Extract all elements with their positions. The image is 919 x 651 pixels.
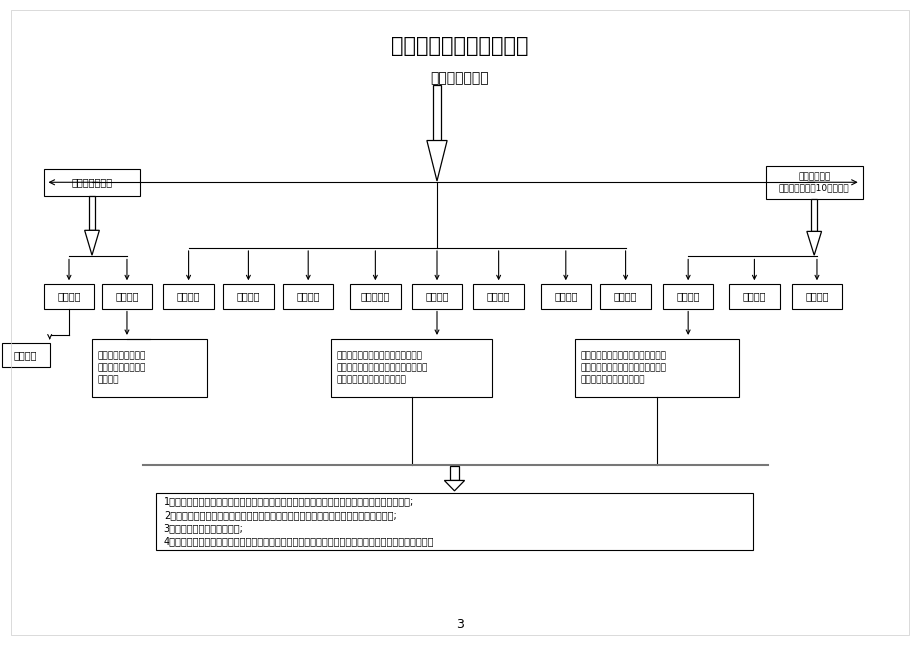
Bar [811, 199, 816, 231]
Text: 外籍员工、企业行政负责人（包括行
政副职）、人力资源部负责人、合伙人
及其近亲属不得担任工会主席: 外籍员工、企业行政负责人（包括行 政副职）、人力资源部负责人、合伙人 及其近亲属… [336, 352, 427, 384]
Bar [791, 284, 842, 309]
Bar [223, 284, 274, 309]
Bar [349, 284, 400, 309]
Bar [44, 284, 95, 309]
Text: 经费审查委员会: 经费审查委员会 [72, 177, 112, 187]
Bar [283, 284, 333, 309]
Bar [89, 196, 95, 230]
Text: 文体委员: 文体委员 [613, 291, 637, 301]
Text: 财务委员: 财务委员 [176, 291, 200, 301]
Bar [331, 339, 492, 397]
Text: 女工委员: 女工委员 [804, 291, 828, 301]
Text: 工会副主席: 工会副主席 [360, 291, 390, 301]
Text: 经审委员: 经审委员 [14, 350, 38, 360]
Text: 女职工委员会
（女职工人数满10人以上）: 女职工委员会 （女职工人数满10人以上） [778, 172, 848, 193]
Bar [662, 284, 713, 309]
Text: 工会主席、财务委员
不能兼任经审主任及
经审委员: 工会主席、财务委员 不能兼任经审主任及 经审委员 [97, 352, 146, 384]
Text: 基层工会组织机构设置图: 基层工会组织机构设置图 [391, 36, 528, 55]
Bar [473, 284, 524, 309]
Text: 女工委员: 女工委员 [742, 291, 766, 301]
Bar [156, 493, 752, 550]
Bar [164, 284, 213, 309]
Polygon shape [444, 480, 464, 491]
Bar [92, 339, 207, 397]
Bar [574, 339, 738, 397]
Text: 组织委员: 组织委员 [486, 291, 510, 301]
Text: 经审委员: 经审委员 [57, 291, 81, 301]
Bar [2, 343, 50, 367]
Polygon shape [806, 231, 821, 255]
Bar [102, 284, 153, 309]
Text: 宣传委员: 宣传委员 [553, 291, 577, 301]
Text: 女工主任: 女工主任 [675, 291, 699, 301]
Polygon shape [426, 141, 447, 181]
Bar [44, 169, 140, 196]
Bar [766, 166, 862, 199]
Bar [729, 284, 779, 309]
Polygon shape [85, 230, 99, 255]
Text: 基层工会组织机构设置图: 基层工会组织机构设置图 [391, 36, 528, 55]
Text: 1、基层工会委员会、经费审查委员会、女职工委员会可以按照企业的实际情况设置委员的人数;
2、企业行政主要负责人、合伙人及其近亲属不得作为本企业基层工会委员会成员: 1、基层工会委员会、经费审查委员会、女职工委员会可以按照企业的实际情况设置委员的… [164, 497, 434, 546]
Text: 经审主任: 经审主任 [115, 291, 139, 301]
Text: 3: 3 [456, 618, 463, 631]
Bar [600, 284, 651, 309]
Bar [412, 284, 461, 309]
Text: 生产委员: 生产委员 [296, 291, 320, 301]
Text: 基层工会委员会: 基层工会委员会 [430, 71, 489, 85]
Bar [540, 284, 591, 309]
Text: 生活委员: 生活委员 [236, 291, 260, 301]
Bar [432, 85, 441, 141]
Text: 工会主席: 工会主席 [425, 291, 448, 301]
Bar [449, 466, 459, 480]
Text: 女工主任由工会女主席或副主席担任
没有女主席或副主席的，由符合相应
条件的工会女工委员担任。: 女工主任由工会女主席或副主席担任 没有女主席或副主席的，由符合相应 条件的工会女… [580, 352, 665, 384]
